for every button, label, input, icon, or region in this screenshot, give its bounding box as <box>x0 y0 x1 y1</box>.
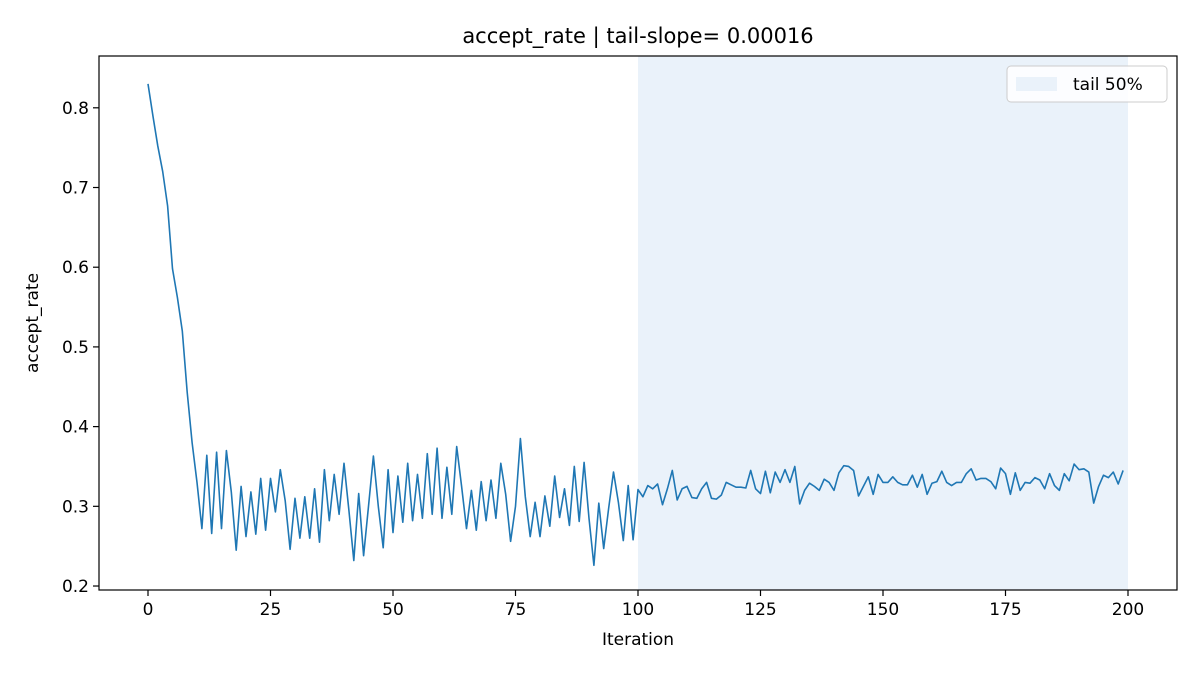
legend-swatch <box>1016 77 1057 91</box>
y-tick-label: 0.7 <box>62 179 89 199</box>
x-tick-label: 150 <box>867 600 899 620</box>
legend: tail 50% <box>1006 65 1168 103</box>
y-tick-label: 0.4 <box>62 418 89 438</box>
x-tick-label: 0 <box>143 600 154 620</box>
legend-label: tail 50% <box>1073 75 1143 95</box>
x-tick-label: 175 <box>989 600 1021 620</box>
tail-span <box>638 56 1128 590</box>
x-tick-label: 50 <box>382 600 404 620</box>
y-tick-label: 0.3 <box>62 497 89 517</box>
y-tick-label: 0.6 <box>62 258 89 278</box>
x-tick-label: 25 <box>260 600 282 620</box>
y-tick-label: 0.5 <box>62 338 89 358</box>
x-axis-label: Iteration <box>602 630 674 650</box>
chart-title: accept_rate | tail-slope= 0.00016 <box>462 24 813 49</box>
y-axis-label: accept_rate <box>23 273 43 373</box>
x-tick-label: 100 <box>622 600 654 620</box>
y-tick-label: 0.8 <box>62 99 89 119</box>
x-tick-label: 200 <box>1112 600 1144 620</box>
series-line-0 <box>147 83 1124 567</box>
legend-box <box>1006 65 1168 103</box>
x-tick-label: 125 <box>744 600 776 620</box>
y-tick-label: 0.2 <box>62 577 89 597</box>
x-tick-label: 75 <box>505 600 527 620</box>
